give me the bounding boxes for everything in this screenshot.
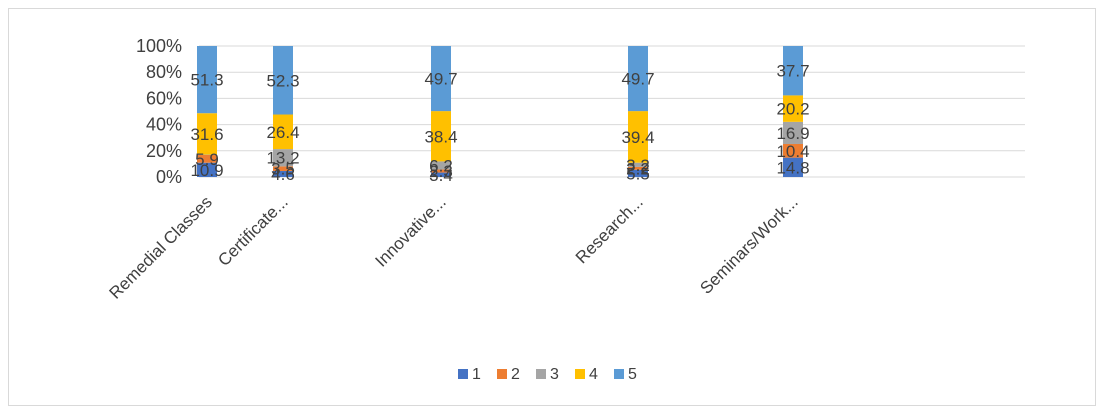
data-labels: 10.95.9 31.6 51.3 4.63.513.2 26.4 52.3 3.42.36…	[190, 62, 809, 185]
y-tick-label: 40%	[146, 115, 182, 135]
data-label: 4.6	[271, 165, 295, 184]
data-label: 49.7	[621, 70, 654, 89]
data-label: 49.7	[424, 70, 457, 89]
bar-segment	[197, 113, 217, 155]
data-label: 31.6	[190, 125, 223, 144]
data-label: 10.4	[776, 142, 809, 161]
bar-segment	[197, 46, 217, 114]
category-label: Innovative...	[372, 192, 450, 270]
bar-segment	[628, 169, 648, 177]
data-label: 3.5	[271, 160, 295, 179]
bar-segment	[783, 46, 803, 96]
category-label: Research...	[572, 192, 647, 267]
bar-segment	[197, 154, 217, 163]
bar-segment	[783, 143, 803, 158]
bar-segment	[273, 46, 293, 115]
bars	[197, 46, 803, 177]
legend: 1 2 3 4 5	[458, 366, 637, 383]
bar-segment	[431, 161, 451, 170]
chart-area: 0% 20% 40% 60% 80% 100% 10.9 5.9 31.6 51.3 4.6 3.5…	[8, 8, 1096, 406]
data-label: 37.7	[776, 62, 809, 81]
legend-swatch	[536, 369, 546, 379]
data-label: 52.3	[266, 71, 299, 90]
legend-label: 1	[472, 366, 481, 383]
y-axis-ticks: 0% 20% 40% 60% 80% 100%	[136, 36, 182, 187]
bar-segment	[197, 162, 217, 177]
data-label: 26.4	[266, 123, 299, 142]
bar-segment	[628, 46, 648, 112]
legend-label: 4	[589, 366, 598, 383]
y-tick-label: 0%	[156, 167, 182, 187]
legend-swatch	[458, 369, 468, 379]
data-label: 2.3	[429, 162, 453, 181]
legend-swatch	[614, 369, 624, 379]
data-label: 6.2	[429, 156, 453, 175]
data-label: 16.9	[776, 124, 809, 143]
legend-label: 2	[511, 366, 520, 383]
data-label: 39.4	[621, 128, 654, 147]
data-label: 5.5	[626, 164, 650, 183]
data-label: 20.2	[776, 100, 809, 119]
bar-segment	[273, 170, 293, 177]
bar-segment	[431, 111, 451, 162]
legend-swatch	[575, 369, 585, 379]
bar-segment	[783, 95, 803, 122]
stacked-bar-chart: 0% 20% 40% 60% 80% 100% 10.95.9 31.6 51.3 4.63.5…	[106, 36, 1025, 383]
data-label: 10.9	[190, 161, 223, 180]
bar-segment	[628, 162, 648, 167]
legend-swatch	[497, 369, 507, 379]
y-tick-label: 80%	[146, 62, 182, 82]
bar-segment	[273, 114, 293, 150]
data-label: 13.2	[266, 149, 299, 168]
y-tick-label: 20%	[146, 141, 182, 161]
bar-segment	[431, 46, 451, 112]
category-label: Certificate...	[214, 192, 292, 270]
data-label: 5.9	[195, 150, 219, 169]
data-label: 38.4	[424, 127, 457, 146]
data-label: 14.8	[776, 158, 809, 177]
y-tick-label: 100%	[136, 36, 182, 56]
legend-label: 5	[628, 366, 637, 383]
y-tick-label: 60%	[146, 88, 182, 108]
category-label: Seminars/Work...	[696, 192, 801, 297]
bar-segment	[628, 111, 648, 163]
bar-segment	[273, 149, 293, 167]
bar-segment	[783, 121, 803, 144]
bar-segment	[431, 169, 451, 173]
category-label: Remedial Classes	[106, 192, 216, 302]
gridlines	[199, 45, 1025, 178]
data-label: 2.2	[626, 159, 650, 178]
data-label: 51.3	[190, 71, 223, 90]
data-label: 3.2	[626, 156, 650, 175]
legend-label: 3	[550, 366, 559, 383]
bar-segment	[783, 157, 803, 177]
bar-segment	[628, 166, 648, 170]
bar-segment	[431, 172, 451, 177]
data-label: 3.4	[429, 166, 453, 185]
bar-segment	[273, 166, 293, 171]
